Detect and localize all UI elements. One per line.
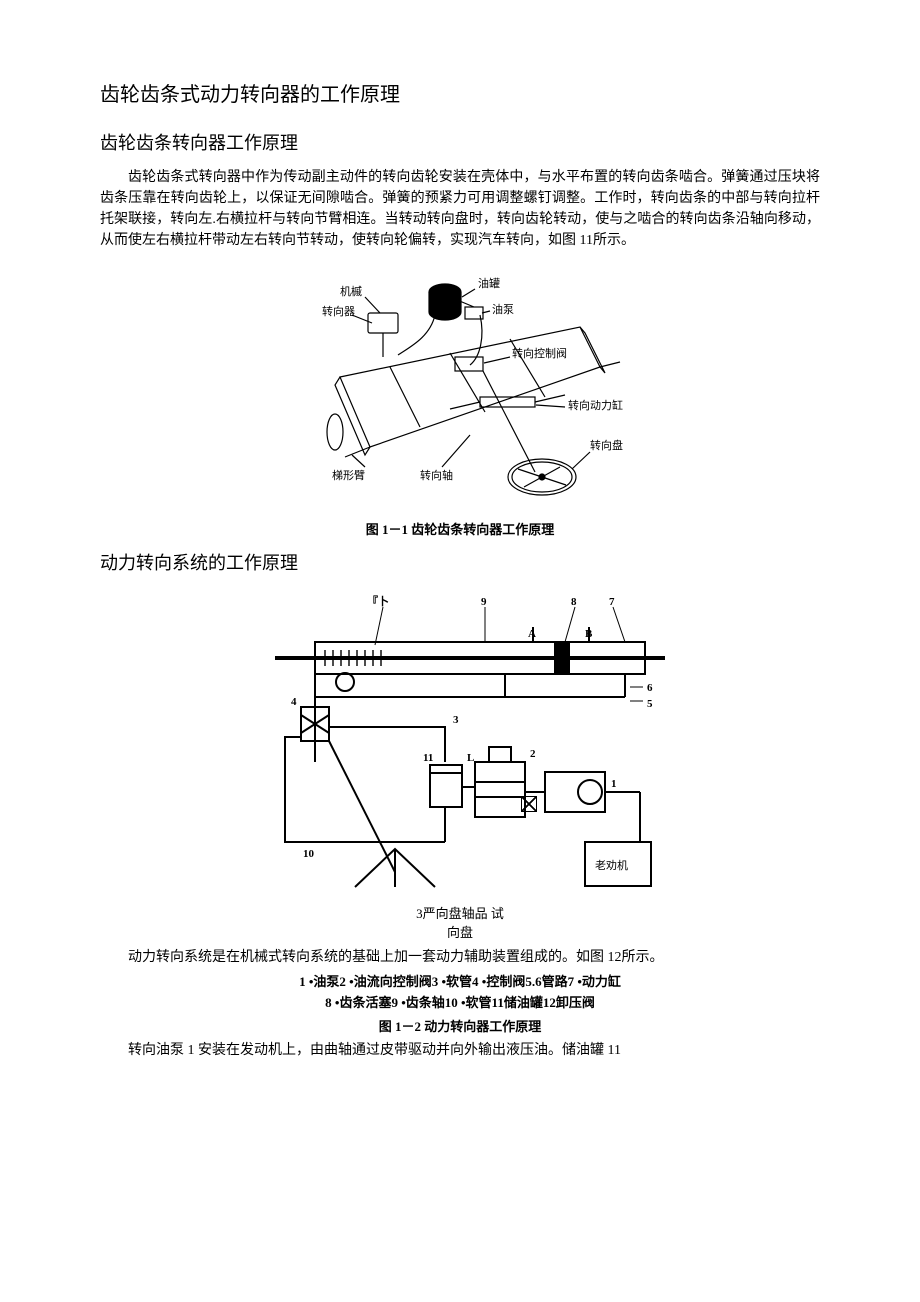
- figure-1-2-caption: 图 1－2 动力转向器工作原理: [100, 1017, 820, 1037]
- fig2-num-10: 10: [303, 848, 315, 860]
- fig2-num-1: 1: [611, 778, 617, 790]
- fig2-sublabel-line1: 3严向盘轴品 试: [416, 906, 504, 921]
- figure-1-2: 『卜 9 8 7 A B 6 5 4 3 2 1 L 11 10 老劝机: [100, 587, 820, 904]
- section1-heading: 齿轮齿条转向器工作原理: [100, 130, 820, 157]
- fig2-num-2: 2: [530, 748, 536, 760]
- fig2-sublabel-line2: 向盘: [447, 925, 473, 940]
- fig1-label-youguan: 油罐: [478, 276, 500, 290]
- fig2-letter-B: B: [585, 628, 593, 640]
- figure-1-1-svg: 机槭 转向器 油罐 油泵 转向控制阀 转向动力缸 转向盘 梯形臂 转向轴: [280, 257, 640, 507]
- fig2-num-8: 8: [571, 596, 577, 608]
- section2-heading: 动力转向系统的工作原理: [100, 550, 820, 577]
- fig2-num-5: 5: [647, 698, 653, 710]
- fig2-num-6: 6: [647, 682, 653, 694]
- section1-paragraph: 齿轮齿条式转向器中作为传动副主动件的转向齿轮安装在壳体中，与水平布置的转向齿条啮…: [100, 167, 820, 251]
- broken-glyph-icon: [521, 796, 537, 812]
- fig1-label-zhuanxiangpan: 转向盘: [590, 438, 623, 452]
- page-title: 齿轮齿条式动力转向器的工作原理: [100, 80, 820, 110]
- figure-1-2-sublabel: 3严向盘轴品 试 向盘: [100, 904, 820, 943]
- figure-1-2-legend-2: 8 •齿条活塞9 •齿条轴10 •软管11储油罐12卸压阀: [100, 993, 820, 1013]
- fig1-label-youbeng: 油泵: [492, 302, 514, 316]
- figure-1-1: 机槭 转向器 油罐 油泵 转向控制阀 转向动力缸 转向盘 梯形臂 转向轴: [100, 257, 820, 514]
- figure-1-1-caption: 图 1－1 齿轮齿条转向器工作原理: [100, 520, 820, 540]
- fig2-top-l: 『卜: [367, 594, 389, 608]
- fig1-label-kongzhifa: 转向控制阀: [512, 346, 567, 360]
- fig1-label-jixie: 机槭: [340, 284, 362, 298]
- figure-1-2-legend-1: 1 •油泵2 •油流向控制阀3 •软管4 •控制阀5.6管路7 •动力缸: [100, 972, 820, 992]
- fig1-label-donglugang: 转向动力缸: [568, 398, 623, 412]
- fig1-label-zhuanxiangqi: 转向器: [322, 304, 355, 318]
- fig2-num-9: 9: [481, 596, 487, 608]
- figure-1-2-svg: 『卜 9 8 7 A B 6 5 4 3 2 1 L 11 10 老劝机: [245, 587, 675, 897]
- fig2-letter-L: L: [467, 752, 474, 764]
- section2-paragraph-1: 动力转向系统是在机械式转向系统的基础上加一套动力辅助装置组成的。如图 12所示。: [100, 947, 820, 968]
- fig1-label-tixingbi: 梯形臂: [332, 469, 365, 482]
- fig2-num-7: 7: [609, 596, 615, 608]
- fig2-num-11: 11: [423, 752, 433, 764]
- fig2-num-4: 4: [291, 696, 297, 708]
- fig1-label-zhuanxiangzhou: 转向轴: [420, 468, 453, 482]
- section2-paragraph-2: 转向油泵 1 安装在发动机上，由曲轴通过皮带驱动并向外输出液压油。储油罐 11: [100, 1040, 820, 1061]
- fig2-num-3: 3: [453, 714, 459, 726]
- fig2-letter-A: A: [528, 628, 536, 640]
- fig2-engine-label: 老劝机: [595, 858, 628, 872]
